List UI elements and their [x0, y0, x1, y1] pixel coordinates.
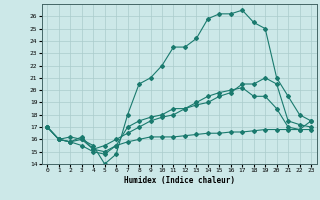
X-axis label: Humidex (Indice chaleur): Humidex (Indice chaleur) [124, 176, 235, 185]
